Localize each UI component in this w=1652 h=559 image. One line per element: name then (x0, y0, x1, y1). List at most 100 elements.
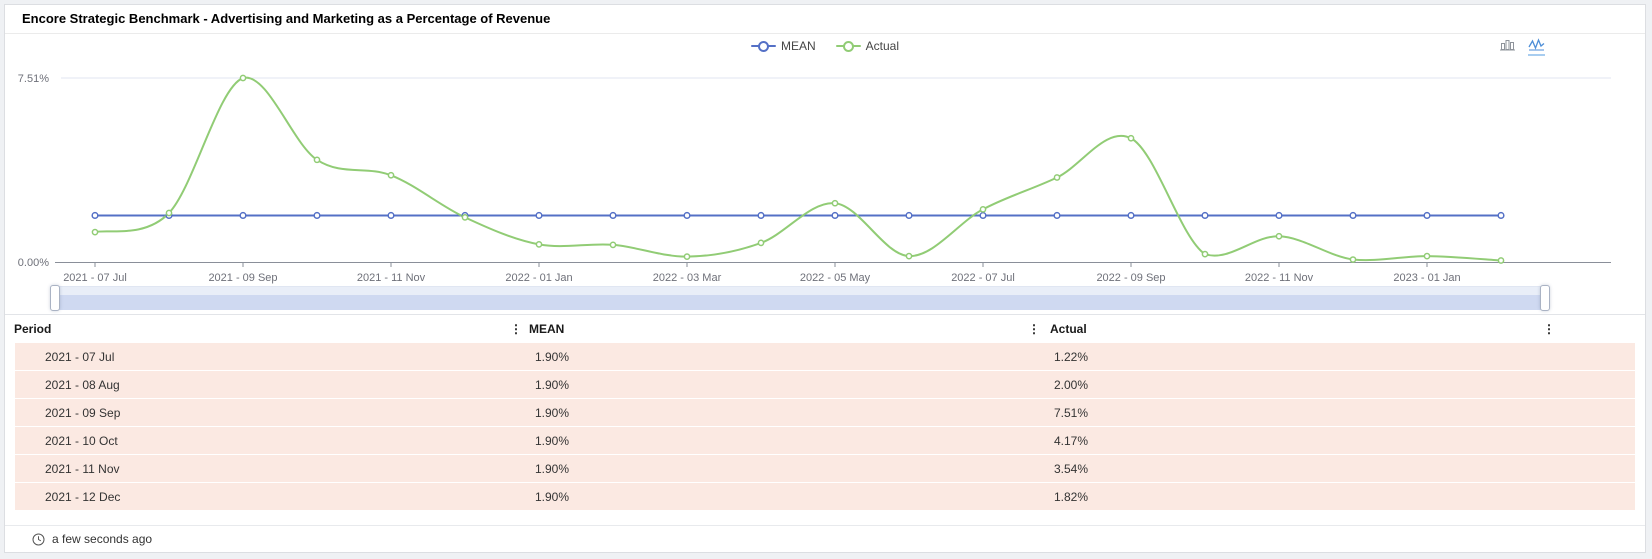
x-axis-label: 2022 - 07 Jul (951, 272, 1015, 284)
actual-data-point (1349, 256, 1357, 263)
mean-data-point (1423, 211, 1431, 219)
mean-data-point (1497, 211, 1505, 219)
column-menu-icon[interactable]: ⋮ (1028, 321, 1040, 336)
y-axis-label: 7.51% (18, 73, 49, 85)
mean-data-point (535, 211, 543, 219)
cell-mean: 1.90% (535, 377, 570, 392)
actual-data-point (535, 241, 543, 248)
actual-data-point (461, 214, 469, 221)
mean-data-point (905, 211, 913, 219)
x-axis-label: 2022 - 09 Sep (1096, 272, 1165, 284)
table-row[interactable]: 2021 - 12 Dec 1.90% 1.82% (15, 483, 1635, 510)
column-menu-icon[interactable]: ⋮ (510, 321, 522, 336)
cell-period: 2021 - 10 Oct (45, 433, 118, 448)
line-chart[interactable]: 7.51% 0.00% 2021 - 07 Jul 2021 - 09 Sep 2021… (5, 55, 1647, 285)
cell-actual: 7.51% (1054, 405, 1089, 420)
cell-actual: 2.00% (1054, 377, 1089, 392)
x-axis-label: 2021 - 07 Jul (63, 272, 127, 284)
cell-mean: 1.90% (535, 433, 570, 448)
mean-data-point (1201, 211, 1209, 219)
bar-chart-icon[interactable] (1499, 37, 1516, 56)
cell-mean: 1.90% (535, 405, 570, 420)
cell-mean: 1.90% (535, 349, 570, 364)
actual-data-point (1497, 257, 1505, 264)
actual-data-point (387, 171, 395, 179)
mean-data-point (757, 211, 765, 219)
cell-actual: 3.54% (1054, 461, 1089, 476)
actual-data-point (831, 199, 839, 207)
column-header-mean[interactable]: MEAN (529, 321, 565, 336)
mean-data-point (609, 211, 617, 219)
actual-data-point (313, 156, 321, 164)
x-axis-label: 2022 - 01 Jan (505, 272, 572, 284)
actual-data-point (979, 205, 987, 213)
mean-data-point (979, 211, 987, 219)
actual-series-icon (835, 40, 861, 52)
column-menu-icon[interactable]: ⋮ (1543, 321, 1555, 336)
actual-data-point (1275, 232, 1283, 240)
cell-period: 2021 - 12 Dec (45, 489, 121, 504)
cell-period: 2021 - 07 Jul (45, 349, 115, 364)
datazoom-selected-range[interactable] (55, 295, 1545, 310)
line-chart-icon[interactable] (1528, 37, 1545, 56)
mean-data-point (387, 211, 395, 219)
column-header-period[interactable]: Period (14, 321, 52, 336)
datazoom-right-handle[interactable] (1540, 285, 1550, 311)
title-bar: Encore Strategic Benchmark - Advertising… (5, 5, 1645, 34)
chart-type-toolbar (1499, 37, 1545, 56)
actual-data-point (609, 241, 617, 249)
actual-data-point (905, 252, 913, 260)
x-axis-label: 2021 - 11 Nov (357, 272, 426, 284)
actual-series-line (94, 76, 1502, 262)
mean-data-point (1275, 211, 1283, 219)
legend-label: Actual (865, 39, 900, 53)
mean-data-point (683, 211, 691, 219)
actual-data-point (165, 209, 173, 217)
datazoom-left-handle[interactable] (50, 285, 60, 311)
last-updated-text: a few seconds ago (52, 532, 153, 546)
actual-data-point (1423, 252, 1431, 260)
benchmark-widget-card: Encore Strategic Benchmark - Advertising… (4, 4, 1646, 553)
mean-data-point (1053, 211, 1061, 219)
status-bar: a few seconds ago (5, 525, 1645, 552)
cell-actual: 4.17% (1054, 433, 1089, 448)
cell-mean: 1.90% (535, 461, 570, 476)
legend-label: MEAN (780, 39, 816, 53)
y-axis-label: 0.00% (18, 257, 49, 269)
table-row[interactable]: 2021 - 10 Oct 1.90% 4.17% (15, 427, 1635, 454)
x-axis-label: 2022 - 11 Nov (1245, 272, 1314, 284)
actual-data-point (1127, 134, 1135, 142)
actual-data-point (683, 253, 691, 260)
column-header-actual[interactable]: Actual (1050, 321, 1087, 336)
cell-mean: 1.90% (535, 489, 570, 504)
actual-data-point (1201, 250, 1209, 258)
table-row[interactable]: 2021 - 08 Aug 1.90% 2.00% (15, 371, 1635, 398)
legend-item-actual[interactable]: Actual (835, 39, 900, 53)
table-body: 2021 - 07 Jul 1.90% 1.22% 2021 - 08 Aug 1.90… (15, 343, 1635, 511)
table-row[interactable]: 2021 - 07 Jul 1.90% 1.22% (15, 343, 1635, 370)
table-row[interactable]: 2021 - 09 Sep 1.90% 7.51% (15, 399, 1635, 426)
page-title: Encore Strategic Benchmark - Advertising… (22, 11, 551, 26)
table-row[interactable]: 2021 - 11 Nov 1.90% 3.54% (15, 455, 1635, 482)
legend-item-mean[interactable]: MEAN (750, 39, 816, 53)
mean-data-point (1127, 211, 1135, 219)
actual-data-point (239, 74, 247, 82)
actual-data-point (757, 239, 765, 247)
mean-data-point (239, 211, 247, 219)
chart-legend: MEAN Actual (5, 35, 1645, 57)
mean-data-point (91, 211, 99, 219)
mean-data-point (831, 211, 839, 219)
table-header: Period ⋮ MEAN ⋮ Actual ⋮ (5, 314, 1645, 342)
x-axis-label: 2023 - 01 Jan (1393, 272, 1460, 284)
x-axis-label: 2021 - 09 Sep (208, 272, 277, 284)
datazoom-slider[interactable] (50, 285, 1550, 311)
clock-icon (32, 533, 45, 545)
mean-data-point (313, 211, 321, 219)
cell-period: 2021 - 11 Nov (45, 461, 120, 476)
datazoom-background (55, 286, 1545, 295)
mean-data-point (1349, 211, 1357, 219)
chart-header: MEAN Actual (5, 35, 1645, 57)
cell-period: 2021 - 09 Sep (45, 405, 121, 420)
mean-series-icon (750, 40, 776, 52)
